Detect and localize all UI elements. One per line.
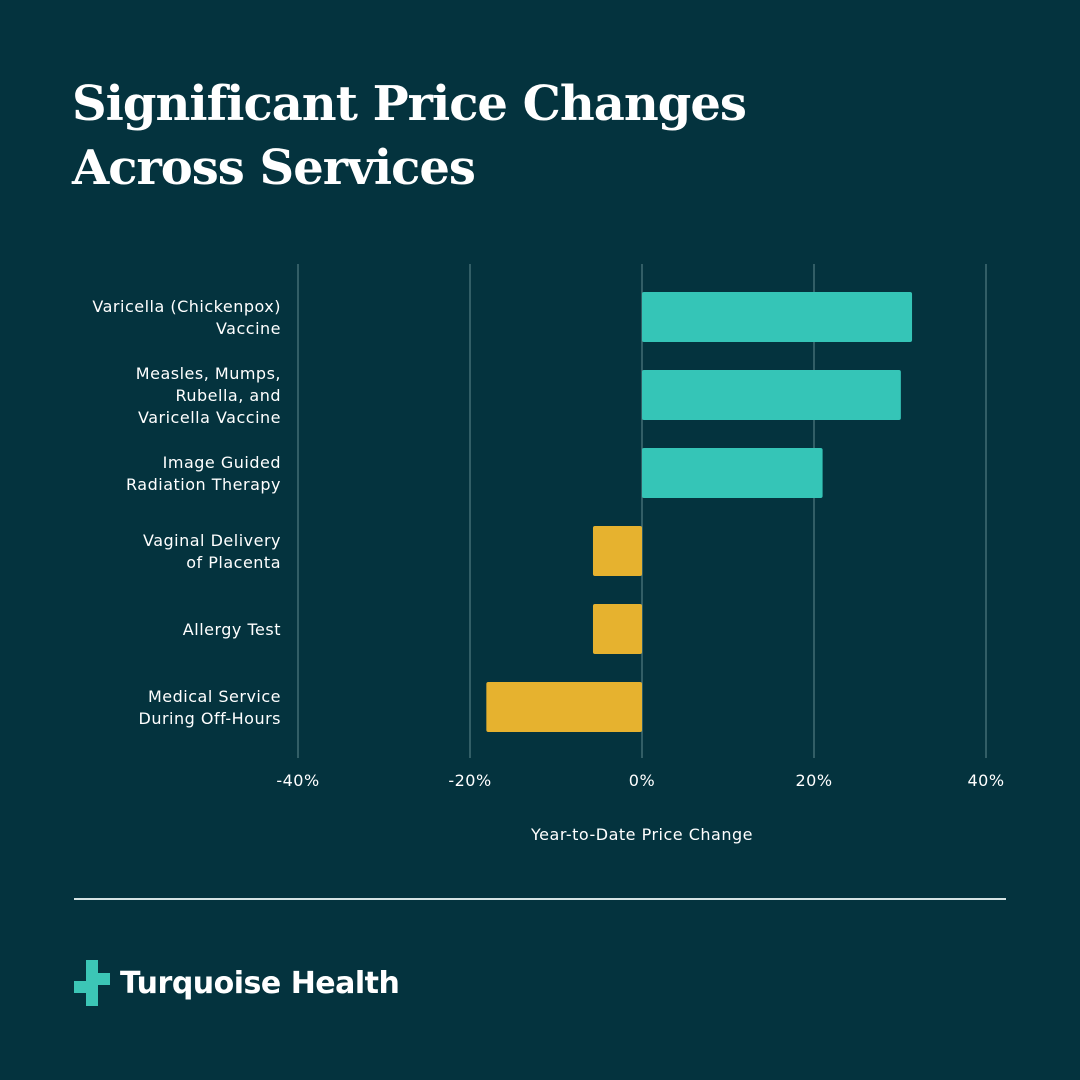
x-tick-label: 20% [795, 771, 832, 790]
x-tick-label: 40% [967, 771, 1004, 790]
chart-tick-labels: -40% -20% 0% 20% 40% [276, 771, 1004, 790]
title-line-2: Across Services [72, 140, 476, 196]
category-label: Vaginal Delivery [143, 531, 281, 550]
category-label: Medical Service [148, 687, 281, 706]
bar [486, 682, 642, 732]
divider [74, 898, 1006, 900]
category-label: Radiation Therapy [126, 475, 281, 494]
bar [642, 292, 913, 342]
brand-name: Turquoise Health [120, 965, 400, 1001]
category-label: During Off-Hours [139, 709, 282, 728]
x-axis-label: Year-to-Date Price Change [530, 825, 753, 844]
x-tick-label: -20% [448, 771, 491, 790]
medical-cross-icon [74, 960, 110, 1006]
category-label: of Placenta [186, 553, 281, 572]
category-label: Allergy Test [183, 620, 281, 639]
bar-chart: Varicella (Chickenpox) Vaccine Measles, Mu… [92, 264, 1004, 844]
x-tick-label: 0% [629, 771, 655, 790]
x-tick-label: -40% [276, 771, 319, 790]
category-label: Measles, Mumps, [136, 364, 281, 383]
bar [642, 448, 823, 498]
chart-gridlines [297, 264, 987, 758]
brand-logo: Turquoise Health [74, 960, 400, 1006]
bar [592, 604, 642, 654]
category-label: Rubella, and [175, 386, 281, 405]
category-label: Varicella Vaccine [138, 408, 281, 427]
page-title: Significant Price Changes Across Service… [72, 72, 972, 200]
category-label: Image Guided [163, 453, 281, 472]
title-line-1: Significant Price Changes [72, 76, 747, 132]
bar [592, 526, 642, 576]
chart-bars [486, 292, 913, 732]
category-label: Varicella (Chickenpox) [92, 297, 281, 316]
chart-category-labels: Varicella (Chickenpox) Vaccine Measles, Mu… [92, 297, 282, 728]
category-label: Vaccine [216, 319, 281, 338]
bar [642, 370, 901, 420]
